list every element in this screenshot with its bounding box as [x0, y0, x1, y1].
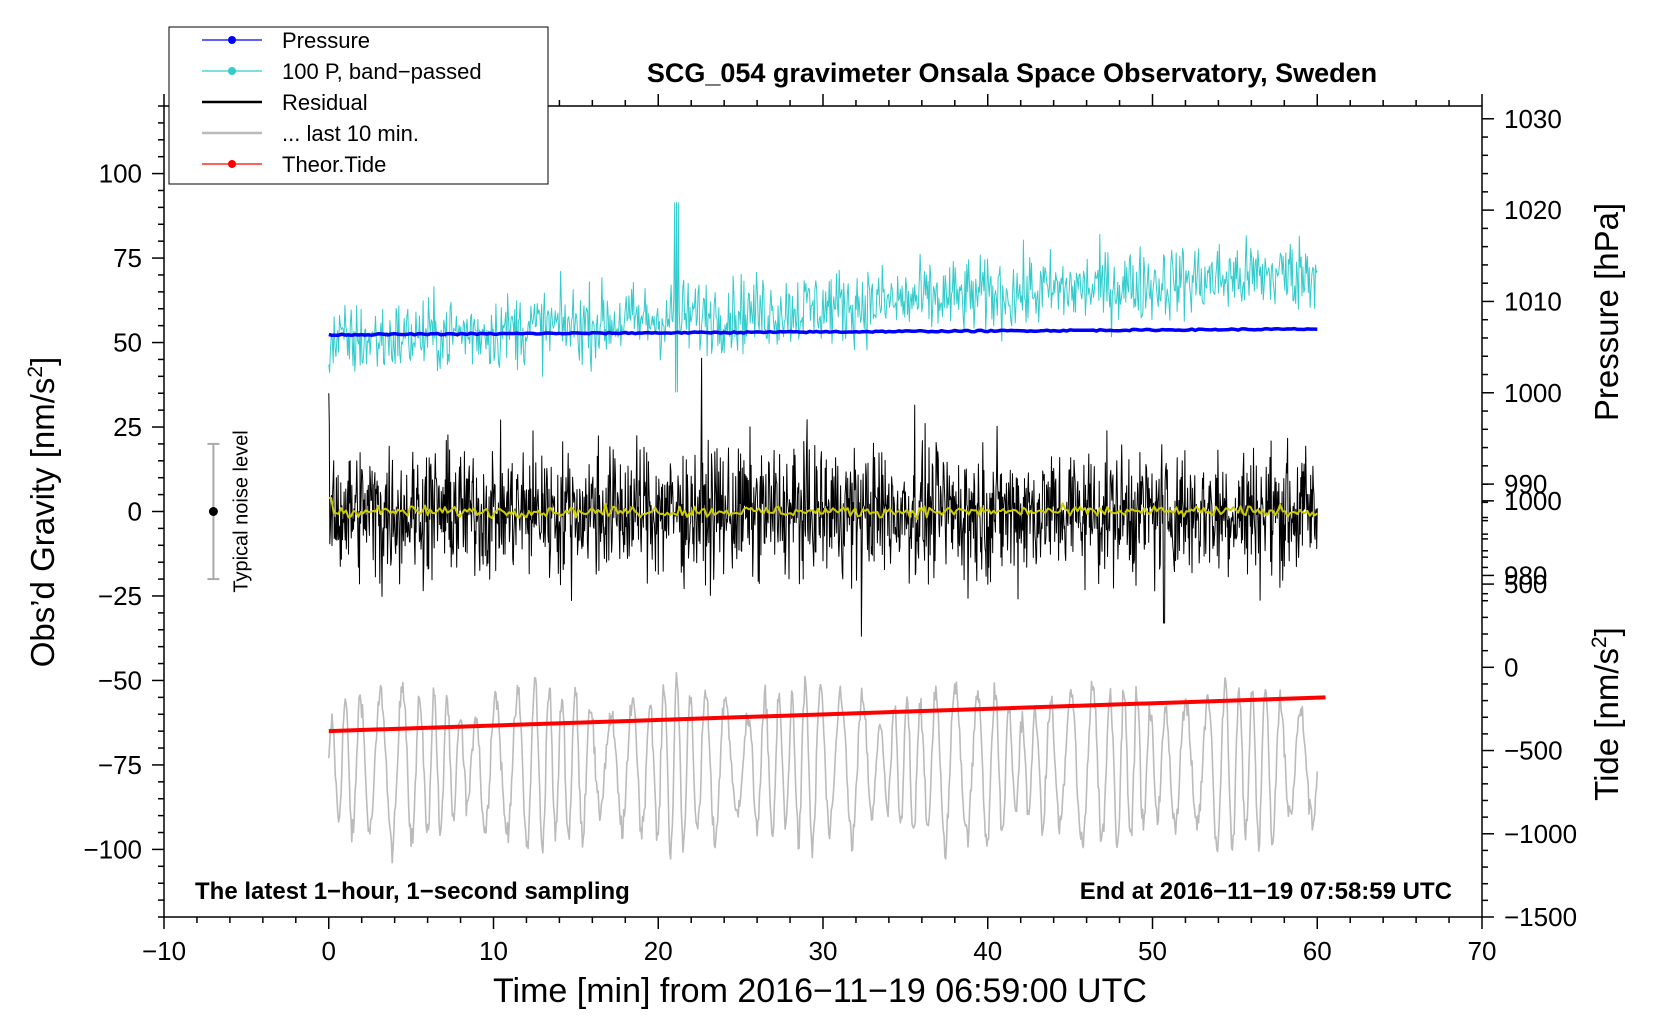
tide-axis-label-sup: 2	[1588, 636, 1611, 648]
legend-box	[168, 26, 549, 185]
x-tick-label: 50	[1138, 936, 1167, 966]
tide-axis-label-main: Tide [nm/s	[1588, 648, 1625, 801]
legend-label: Theor.Tide	[282, 152, 386, 177]
y-axis-ticks: 100 75 50 25 0 −25 −50 −75 −100	[83, 105, 164, 918]
legend-label: 100 P, band−passed	[282, 59, 482, 84]
noise-level-bar: Typical noise level	[207, 430, 252, 593]
x-tick-label: 30	[809, 936, 838, 966]
pressure-tick-label: 1010	[1504, 286, 1562, 316]
legend-swatch-marker	[228, 67, 236, 75]
pressure-tick-label: 980	[1504, 560, 1547, 590]
y-tick-label: 75	[113, 243, 142, 273]
tide-tick-label: 500	[1504, 569, 1547, 599]
tide-axis-label-end: ]	[1588, 627, 1625, 636]
annotation-left: The latest 1−hour, 1−second sampling	[195, 878, 630, 905]
y-axis-label-left-main: Obs’d Gravity [nm/s	[24, 378, 61, 668]
series-layer	[328, 202, 1326, 864]
legend-label: Pressure	[282, 28, 370, 53]
pressure-tick-label: 990	[1504, 469, 1547, 499]
x-tick-label: 0	[322, 936, 336, 966]
pressure-tick-label: 1030	[1504, 104, 1562, 134]
y-tick-label: −25	[98, 581, 142, 611]
x-axis-label: Time [min] from 2016−11−19 06:59:00 UTC	[493, 972, 1147, 1010]
pressure-tick-label: 1000	[1504, 378, 1562, 408]
annotation-right: End at 2016−11−19 07:58:59 UTC	[1080, 878, 1452, 905]
legend-label: ... last 10 min.	[282, 121, 419, 146]
y-tick-label: −75	[98, 750, 142, 780]
tide-tick-label: 1000	[1504, 486, 1562, 516]
tide-tick-label: 0	[1504, 652, 1518, 682]
series-residual	[328, 357, 1318, 637]
x-tick-label: 70	[1468, 936, 1497, 966]
y-tick-label: 100	[99, 159, 142, 189]
series-residual-smoothed	[328, 497, 1318, 521]
legend-swatch-marker	[228, 36, 236, 44]
tide-tick-label: −1500	[1504, 902, 1577, 932]
noise-bar-label: Typical noise level	[230, 430, 252, 592]
x-tick-label: −10	[142, 936, 186, 966]
y-tick-label: −100	[83, 834, 142, 864]
legend-swatch-marker	[228, 160, 236, 168]
series-theoretical-tide	[328, 695, 1326, 734]
y-axis-label-left-sup: 2	[24, 366, 47, 378]
x-tick-label: 40	[973, 936, 1002, 966]
pressure-tick-label: 1020	[1504, 195, 1562, 225]
legend-label: Residual	[282, 90, 368, 115]
series-pressure	[328, 326, 1318, 338]
y-tick-label: 50	[113, 328, 142, 358]
y-tick-label: 25	[113, 412, 142, 442]
y-tick-label: 0	[128, 497, 142, 527]
tide-axis-label: Tide [nm/s2]	[1588, 627, 1625, 801]
x-tick-label: 60	[1303, 936, 1332, 966]
chart-title: SCG_054 gravimeter Onsala Space Observat…	[647, 58, 1377, 88]
series-pressure-band-passed	[328, 202, 1318, 393]
pressure-axis-label: Pressure [hPa]	[1588, 203, 1625, 421]
x-tick-label: 10	[479, 936, 508, 966]
tide-tick-label: −1000	[1504, 819, 1577, 849]
x-tick-label: 20	[644, 936, 673, 966]
tide-axis-ticks: 1000 500 0 −500 −1000 −1500	[1482, 483, 1577, 932]
x-axis-ticks: −10 0 10 20 30 40 50 60 70	[142, 94, 1497, 966]
y-tick-label: −50	[98, 665, 142, 695]
tide-tick-label: −500	[1504, 736, 1563, 766]
noise-bar-center-dot	[208, 507, 218, 516]
y-axis-label-left: Obs’d Gravity [nm/s2]	[24, 357, 61, 668]
y-axis-label-left-end: ]	[24, 357, 61, 366]
legend: Pressure 100 P, band−passed Residual ... la…	[168, 26, 549, 185]
